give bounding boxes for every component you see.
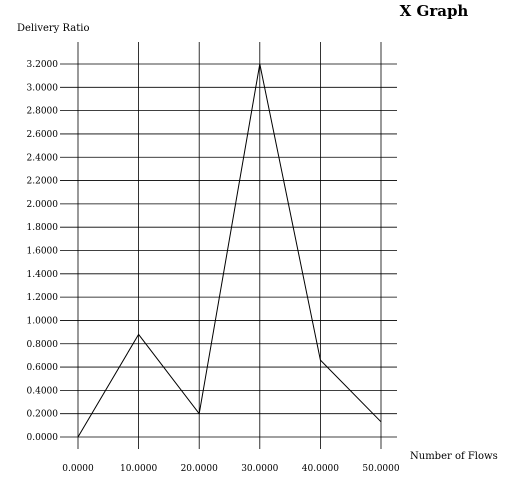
y-tick-label: 1.6000 xyxy=(27,247,59,257)
x-tick-labels: 0.0000 10.0000 20.0000 30.0000 40.0000 50.000… xyxy=(62,464,400,474)
x-tick-label: 30.0000 xyxy=(241,464,278,474)
y-tick-label: 3.2000 xyxy=(27,60,59,70)
y-tick-label: 1.8000 xyxy=(27,223,59,233)
y-tick-labels: 0.0000 0.2000 0.4000 0.6000 0.8000 1.0000 1.20… xyxy=(27,60,59,443)
y-axis-label: Delivery Ratio xyxy=(17,23,89,34)
x-tick-label: 50.0000 xyxy=(362,464,399,474)
x-tick-label: 10.0000 xyxy=(120,464,157,474)
x-tick-label: 0.0000 xyxy=(62,464,94,474)
y-tick-label: 0.6000 xyxy=(27,363,59,373)
y-tick-label: 1.2000 xyxy=(27,293,59,303)
y-tick-label: 0.2000 xyxy=(27,410,59,420)
y-tick-label: 1.4000 xyxy=(27,270,59,280)
y-tick-label: 1.0000 xyxy=(27,316,59,326)
y-tick-label: 0.0000 xyxy=(27,433,59,443)
y-tick-label: 0.8000 xyxy=(27,340,59,350)
series-line xyxy=(77,63,382,438)
y-tick-label: 2.6000 xyxy=(27,130,59,140)
y-tick-label: 2.4000 xyxy=(27,153,59,163)
series-layer xyxy=(77,63,382,438)
y-tick-label: 2.0000 xyxy=(27,200,59,210)
chart-title: X Graph xyxy=(400,2,469,20)
x-tick-label: 20.0000 xyxy=(181,464,218,474)
x-tick-label: 40.0000 xyxy=(302,464,339,474)
grid xyxy=(60,42,397,449)
y-tick-label: 0.4000 xyxy=(27,386,59,396)
y-tick-label: 2.8000 xyxy=(27,107,59,117)
y-tick-label: 3.0000 xyxy=(27,83,59,93)
x-axis-label: Number of Flows xyxy=(410,451,498,462)
y-tick-label: 2.2000 xyxy=(27,177,59,187)
